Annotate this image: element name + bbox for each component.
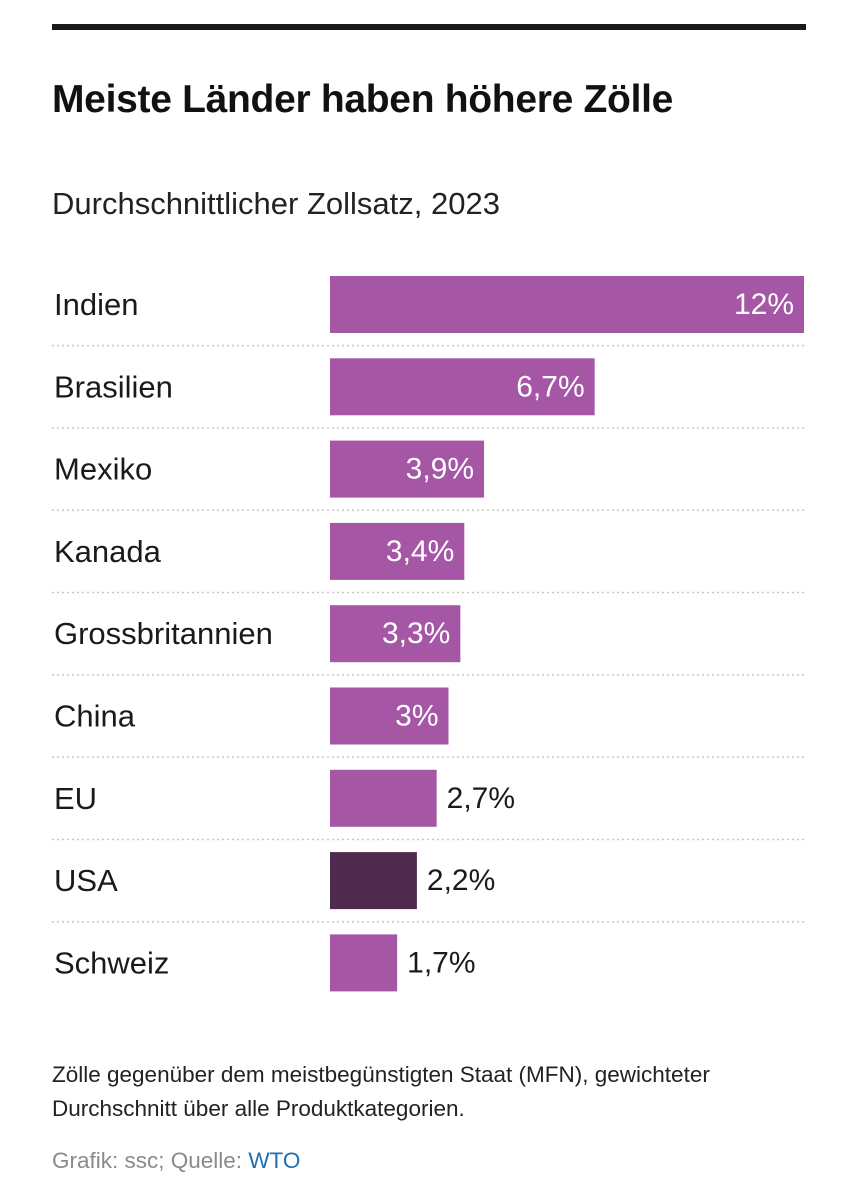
category-label: Brasilien: [54, 369, 173, 404]
source-prefix: Grafik: ssc; Quelle:: [52, 1148, 249, 1173]
bar-chart: Indien 12% Brasilien 6,7% Mexiko 3,9% Kanada 3,…: [52, 276, 806, 992]
value-label: 2,7%: [447, 782, 515, 815]
category-label: Indien: [54, 287, 138, 322]
bar: [330, 522, 465, 580]
value-label: 12%: [734, 288, 794, 321]
category-label: USA: [54, 863, 118, 898]
value-label: 3,4%: [386, 535, 454, 568]
category-label: EU: [54, 781, 97, 816]
value-label: 3%: [395, 700, 438, 733]
category-label: Kanada: [54, 534, 162, 569]
value-label: 2,2%: [427, 864, 495, 897]
chart-subtitle: Durchschnittlicher Zollsatz, 2023: [52, 186, 500, 221]
source-line: Grafik: ssc; Quelle: WTO: [52, 1148, 300, 1174]
bar: [330, 440, 485, 498]
bar: [330, 605, 461, 663]
value-label: 6,7%: [516, 370, 584, 403]
value-label: 1,7%: [407, 946, 475, 979]
bar: [330, 934, 398, 992]
value-label: 3,3%: [382, 617, 450, 650]
category-label: Schweiz: [54, 945, 169, 980]
footnote: Zölle gegenüber dem meistbegünstigten St…: [52, 1062, 710, 1121]
bar: [330, 687, 449, 745]
bar: [330, 852, 417, 910]
value-label: 3,9%: [406, 453, 474, 486]
category-label: Grossbritannien: [54, 616, 273, 651]
category-label: China: [54, 699, 136, 734]
category-label: Mexiko: [54, 452, 152, 487]
top-rule: [52, 24, 806, 30]
chart-title: Meiste Länder haben höhere Zölle: [52, 78, 674, 121]
bar: [330, 276, 804, 333]
bar: [330, 769, 437, 827]
source-link-wto[interactable]: WTO: [248, 1148, 301, 1173]
bar: [330, 358, 595, 416]
